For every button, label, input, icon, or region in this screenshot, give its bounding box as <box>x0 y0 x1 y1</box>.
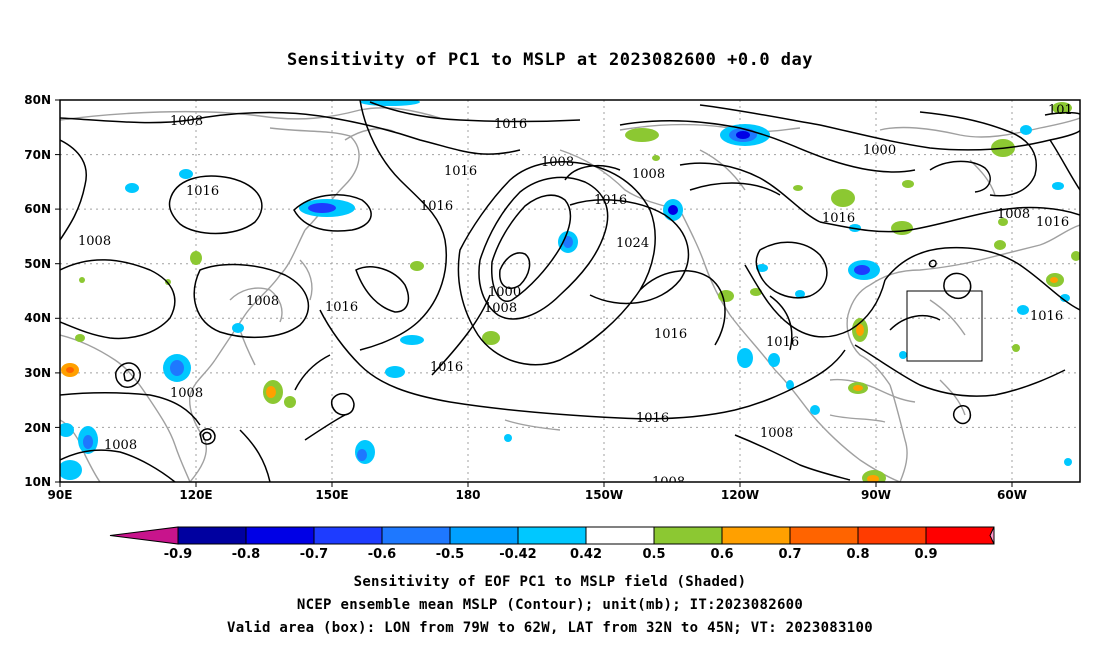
colorbar-bin <box>313 526 383 545</box>
contour-label: 1008 <box>170 114 203 129</box>
contour-label: 1008 <box>632 167 665 182</box>
lon-label: 180 <box>455 488 480 502</box>
lat-label: 80N <box>24 93 51 107</box>
map-frame <box>59 99 1081 483</box>
colorbar-over-triangle <box>989 526 995 545</box>
valid-area-box <box>906 290 983 362</box>
colorbar-label: -0.5 <box>436 547 464 562</box>
caption-line-1: Sensitivity of EOF PC1 to MSLP field (Sh… <box>353 574 747 590</box>
contour-label: 1016 <box>766 335 799 350</box>
colorbar-label: 0.42 <box>570 547 602 562</box>
colorbar-bin <box>381 526 451 545</box>
contour-label: 1008 <box>652 475 685 490</box>
colorbar-label: -0.8 <box>232 547 260 562</box>
contour-labels: 1008 1016 1008 1016 1016 1008 1008 1016 … <box>78 103 1073 490</box>
colorbar: -0.9 -0.8 -0.7 -0.6 -0.5 -0.42 0.42 0.5 0.6 0.7 0.… <box>109 526 995 562</box>
colorbar-label: 0.9 <box>914 547 937 562</box>
lat-label: 10N <box>24 475 51 489</box>
colorbar-label: -0.42 <box>499 547 536 562</box>
colorbar-label: -0.7 <box>300 547 328 562</box>
contour-label: 1000 <box>863 143 896 158</box>
colorbar-label: 0.5 <box>642 547 665 562</box>
lat-label: 60N <box>24 202 51 216</box>
contour-label: 101 <box>1048 103 1073 118</box>
lon-label: 150W <box>585 488 623 502</box>
contour-label: 1016 <box>325 300 358 315</box>
caption-line-3: Valid area (box): LON from 79W to 62W, L… <box>227 620 873 636</box>
colorbar-bin <box>857 526 927 545</box>
colorbar-label: -0.9 <box>164 547 192 562</box>
map-plot-area: 1008 1016 1008 1016 1016 1008 1008 1016 … <box>60 100 1080 490</box>
axis-ticks <box>55 99 1013 487</box>
lon-label: 90E <box>48 488 73 502</box>
lon-label: 150E <box>315 488 348 502</box>
contour-label: 1024 <box>616 236 649 251</box>
graticule <box>60 100 1080 482</box>
contour-label: 1008 <box>246 294 279 309</box>
sensitivity-shading <box>60 100 1080 482</box>
contour-label: 1016 <box>1036 215 1069 230</box>
colorbar-label: 0.8 <box>846 547 869 562</box>
caption-line-2: NCEP ensemble mean MSLP (Contour); unit(… <box>296 597 804 613</box>
colorbar-bin <box>585 526 655 545</box>
contour-label: 1008 <box>541 155 574 170</box>
contour-label: 1008 <box>104 438 137 453</box>
contour-label: 1016 <box>1030 309 1063 324</box>
contour-label: 1016 <box>636 411 669 426</box>
longitude-labels: 90E 120E 150E 180 150W 120W 90W 60W <box>48 488 1027 502</box>
contour-label: 1016 <box>594 193 627 208</box>
contour-label: 1008 <box>78 234 111 249</box>
colorbar-bin <box>789 526 859 545</box>
lat-label: 40N <box>24 311 51 325</box>
contour-label: 1016 <box>494 117 527 132</box>
lat-label: 20N <box>24 421 51 435</box>
colorbar-bin <box>653 526 723 545</box>
lon-label: 90W <box>861 488 891 502</box>
colorbar-bin <box>721 526 791 545</box>
contour-label: 1008 <box>170 386 203 401</box>
map-title: Sensitivity of PC1 to MSLP at 2023082600… <box>286 50 813 70</box>
contour-label: 1016 <box>186 184 219 199</box>
contour-label: 1000 <box>488 285 521 300</box>
lat-label: 50N <box>24 257 51 271</box>
colorbar-bin <box>925 526 995 545</box>
contour-label: 1016 <box>444 164 477 179</box>
contour-label: 1008 <box>484 301 517 316</box>
lon-label: 60W <box>997 488 1027 502</box>
contour-label: 1016 <box>822 211 855 226</box>
contour-label: 1016 <box>654 327 687 342</box>
colorbar-label: -0.6 <box>368 547 396 562</box>
lat-label: 70N <box>24 148 51 162</box>
colorbar-bin <box>177 526 247 545</box>
colorbar-label: 0.6 <box>710 547 733 562</box>
colorbar-bin <box>245 526 315 545</box>
colorbar-bin <box>517 526 587 545</box>
mslp-contours <box>60 100 1080 482</box>
contour-label: 1016 <box>420 199 453 214</box>
colorbar-label: 0.7 <box>778 547 801 562</box>
contour-label: 1016 <box>430 360 463 375</box>
contour-label: 1008 <box>997 207 1030 222</box>
lon-label: 120W <box>721 488 759 502</box>
contour-label: 1008 <box>760 426 793 441</box>
colorbar-bin <box>449 526 519 545</box>
latitude-labels: 80N 70N 60N 50N 40N 30N 20N 10N <box>24 93 51 489</box>
colorbar-under-triangle <box>109 526 179 545</box>
lon-label: 120E <box>179 488 212 502</box>
lat-label: 30N <box>24 366 51 380</box>
